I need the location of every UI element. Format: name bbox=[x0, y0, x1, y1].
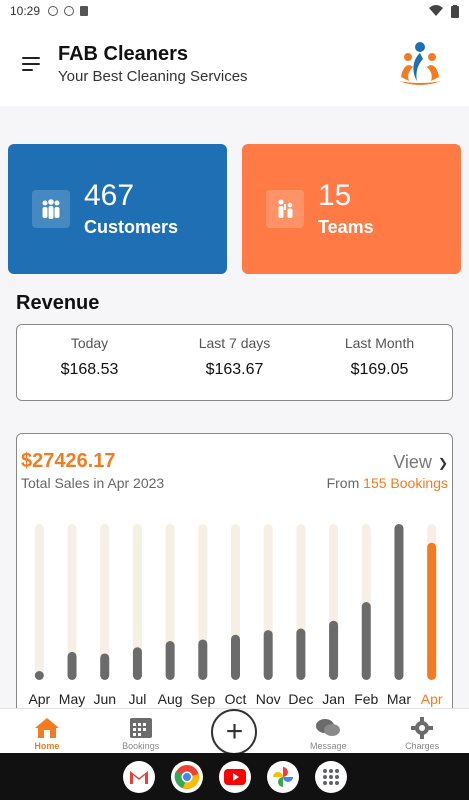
monthly-sales-chart: Apr May Jun Jul Aug Sep Oct Nov Dec Jan Feb Mar Apr bbox=[28, 524, 443, 707]
photos-icon[interactable] bbox=[266, 760, 299, 793]
nav-charges[interactable]: Charges bbox=[375, 709, 469, 751]
x-tick-label: Mar bbox=[387, 691, 411, 707]
wifi-icon bbox=[429, 5, 443, 16]
x-tick-label: Feb bbox=[354, 691, 378, 707]
revenue-value: $163.67 bbox=[205, 361, 264, 378]
company-logo bbox=[399, 42, 441, 85]
revenue-value: $169.05 bbox=[350, 361, 409, 378]
sim-icon bbox=[80, 6, 89, 16]
revenue-last-month: Last Month $169.05 bbox=[307, 325, 452, 400]
chart-bar-apr[interactable] bbox=[34, 671, 44, 680]
x-tick-label: Jan bbox=[322, 691, 345, 707]
customers-count: 467 bbox=[84, 178, 135, 212]
x-tick-label: Oct bbox=[225, 691, 247, 707]
x-tick-label: May bbox=[59, 691, 85, 707]
chrome-icon[interactable] bbox=[170, 760, 203, 793]
x-tick-label: Sep bbox=[190, 691, 215, 707]
message-icon bbox=[316, 719, 341, 736]
chart-bar-nov[interactable] bbox=[263, 630, 273, 680]
sales-panel: $27426.17 Total Sales in Apr 2023 View ❯… bbox=[16, 433, 453, 723]
bar-track bbox=[67, 524, 77, 680]
app-title: FAB Cleaners bbox=[58, 43, 189, 65]
revenue-label: Today bbox=[70, 335, 109, 351]
revenue-today: Today $168.53 bbox=[17, 325, 162, 400]
apps-icon[interactable] bbox=[314, 760, 347, 793]
bar-track bbox=[165, 524, 175, 680]
nav-bookings[interactable]: Bookings bbox=[94, 709, 188, 751]
revenue-title: Revenue bbox=[16, 292, 100, 314]
revenue-summary: Today $168.53 Last 7 days $163.67 Last M… bbox=[16, 324, 453, 401]
chart-bar-apr[interactable] bbox=[427, 542, 437, 680]
youtube-icon[interactable] bbox=[218, 760, 251, 793]
nav-label: Charges bbox=[405, 741, 440, 751]
x-tick-label: Nov bbox=[256, 691, 281, 707]
revenue-last-7-days: Last 7 days $163.67 bbox=[162, 325, 307, 400]
nav-label: Message bbox=[310, 741, 347, 751]
chart-bar-mar[interactable] bbox=[394, 524, 404, 680]
notification-icon-2 bbox=[64, 6, 75, 16]
x-tick-label: Apr bbox=[28, 691, 50, 707]
app-header: FAB Cleaners Your Best Cleaning Services bbox=[0, 22, 469, 106]
customers-label: Customers bbox=[84, 216, 179, 237]
bookings-count[interactable]: 155 Bookings bbox=[363, 475, 448, 491]
gear-icon bbox=[411, 717, 434, 739]
chart-bar-jul[interactable] bbox=[132, 647, 142, 680]
nav-message[interactable]: Message bbox=[281, 709, 375, 751]
teams-label: Teams bbox=[318, 216, 374, 237]
chart-bar-oct[interactable] bbox=[231, 634, 240, 680]
bookings-summary: From 155 Bookings bbox=[327, 475, 448, 491]
nav-label: Home bbox=[34, 741, 60, 751]
x-tick-label: Jul bbox=[128, 691, 146, 707]
chart-bar-feb[interactable] bbox=[361, 602, 371, 680]
chevron-right-icon: ❯ bbox=[437, 455, 448, 470]
menu-icon[interactable] bbox=[22, 57, 40, 71]
gmail-icon[interactable] bbox=[122, 760, 155, 793]
app-subtitle: Your Best Cleaning Services bbox=[58, 68, 248, 85]
chart-bar-may[interactable] bbox=[67, 651, 77, 680]
nav-home[interactable]: Home bbox=[0, 709, 94, 751]
system-dock bbox=[0, 753, 469, 800]
bar-track bbox=[34, 524, 44, 680]
status-time: 10:29 bbox=[10, 4, 41, 18]
view-button[interactable]: View ❯ bbox=[393, 452, 448, 473]
chart-bar-dec[interactable] bbox=[296, 628, 306, 680]
from-prefix: From bbox=[326, 475, 360, 491]
revenue-value: $168.53 bbox=[60, 361, 119, 378]
revenue-label: Last 7 days bbox=[198, 335, 271, 351]
status-bar: 10:29 bbox=[0, 0, 469, 22]
chart-bar-aug[interactable] bbox=[165, 641, 175, 680]
view-label: View bbox=[393, 452, 432, 472]
revenue-label: Last Month bbox=[344, 335, 415, 351]
customers-card[interactable]: 467 Customers bbox=[8, 144, 227, 274]
people-icon bbox=[32, 190, 70, 228]
bottom-navigation: Home Bookings + Message Charges bbox=[0, 708, 469, 755]
teams-card[interactable]: 15 Teams bbox=[242, 144, 461, 274]
x-tick-label: Jun bbox=[93, 691, 116, 707]
bar-track bbox=[132, 524, 142, 680]
teams-count: 15 bbox=[318, 178, 352, 212]
calendar-icon bbox=[129, 718, 152, 738]
sales-total: $27426.17 bbox=[21, 450, 116, 472]
home-icon bbox=[34, 718, 59, 738]
chart-bar-jun[interactable] bbox=[100, 653, 110, 680]
bar-track bbox=[100, 524, 110, 680]
add-icon[interactable]: + bbox=[211, 709, 258, 755]
team-icon bbox=[266, 190, 304, 228]
nav-add[interactable]: + bbox=[188, 709, 282, 755]
battery-icon bbox=[451, 4, 459, 18]
x-tick-label: Aug bbox=[158, 691, 183, 707]
chart-bar-sep[interactable] bbox=[198, 639, 208, 680]
sales-subtitle: Total Sales in Apr 2023 bbox=[21, 475, 165, 491]
nav-label: Bookings bbox=[122, 741, 160, 751]
x-tick-label: Apr bbox=[421, 691, 443, 707]
chart-bar-jan[interactable] bbox=[329, 620, 339, 680]
notification-icon bbox=[48, 6, 59, 16]
x-tick-label: Dec bbox=[288, 691, 313, 707]
